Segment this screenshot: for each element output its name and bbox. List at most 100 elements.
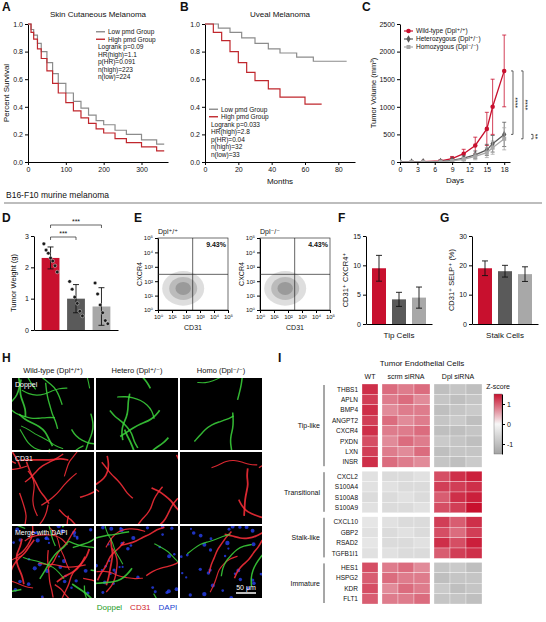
survival-curve xyxy=(28,24,164,151)
plot-title: Dpl⁻/⁻ xyxy=(260,228,280,236)
significance-label: **** xyxy=(514,97,521,108)
tick-label: 300 xyxy=(136,166,148,173)
error-bar xyxy=(491,141,495,154)
tick-label: 18 xyxy=(501,166,509,173)
heatmap-cell xyxy=(466,446,482,456)
tick: 30 xyxy=(459,233,472,240)
heatmap-cell xyxy=(450,492,466,502)
heatmap-cell xyxy=(382,502,398,512)
scale-bar-label: 50 μm xyxy=(236,584,256,592)
tick-label: 2 xyxy=(25,264,29,271)
heatmap-cell xyxy=(382,548,398,558)
vessel-signal xyxy=(133,378,150,388)
data-point xyxy=(400,158,402,162)
tick-label: 60 xyxy=(302,166,310,173)
error-bar xyxy=(462,158,466,161)
tick-label: 6 xyxy=(433,166,437,173)
vessel-signal xyxy=(64,452,87,476)
vessel-signal xyxy=(20,429,58,450)
heatmap-cell xyxy=(362,573,378,583)
tick: 10⁵ xyxy=(246,235,260,241)
heatmap-cell xyxy=(434,517,450,527)
tick-label: 10² xyxy=(144,279,153,285)
tick-mark xyxy=(25,79,28,80)
heatmap-cell xyxy=(414,492,430,502)
data-point xyxy=(462,154,466,161)
vessel-signal xyxy=(210,556,237,592)
error-bar xyxy=(396,292,402,306)
heatmap-cell xyxy=(382,517,398,527)
legend-label: CD31 xyxy=(130,603,151,612)
tick-mark xyxy=(288,310,289,313)
heatmap-cell xyxy=(466,502,482,512)
group-label: Immature xyxy=(290,580,320,587)
nucleus-signal xyxy=(167,554,171,558)
heatmap-cell xyxy=(382,394,398,404)
data-point xyxy=(410,160,414,162)
vessel-signal xyxy=(244,468,248,515)
tick-label: 0.8 xyxy=(13,48,23,55)
event-density xyxy=(176,282,191,295)
tick-label: 10¹ xyxy=(270,314,279,320)
tick: 500 xyxy=(383,131,400,138)
tick-label: 40 xyxy=(268,166,276,173)
heatmap-cell xyxy=(398,573,414,583)
tick: 0.6 xyxy=(190,76,205,83)
row-label: CXCL2 xyxy=(337,473,358,480)
heatmap-cell xyxy=(450,594,466,604)
heatmap-cell xyxy=(362,538,378,548)
group-label: Tip-like xyxy=(298,422,320,430)
heatmap-cell xyxy=(362,502,378,512)
heatmap-cell xyxy=(398,492,414,502)
tick-label: 10⁰ xyxy=(154,314,164,320)
heatmap-cell xyxy=(466,457,482,467)
tick: 40 xyxy=(268,162,276,173)
tick: 0 xyxy=(357,321,366,328)
panel: 10⁰10¹10²10³10⁴10⁵10⁰10¹10²10³10⁴10⁵9.43… xyxy=(136,228,336,331)
legend-swatch xyxy=(209,109,218,110)
chart-title: Tumor Endothelial Cells xyxy=(380,359,465,368)
heatmap-cell xyxy=(434,502,450,512)
row-label: KDR xyxy=(344,585,358,592)
tick-mark xyxy=(155,252,158,253)
tick-mark xyxy=(25,162,28,163)
tick: 0.2 xyxy=(13,131,28,138)
heatmap-cell xyxy=(398,527,414,537)
row-label: INSR xyxy=(342,458,358,465)
group-bracket xyxy=(324,518,325,558)
tick-label: 0.4 xyxy=(13,104,23,111)
micrograph-ground xyxy=(180,378,262,450)
tick-mark xyxy=(155,296,158,297)
heatmap-cell xyxy=(450,502,466,512)
tick-label: 9 xyxy=(451,166,455,173)
tick-label: 10² xyxy=(182,314,191,320)
plot-marks xyxy=(362,384,482,604)
significance-label: **** xyxy=(524,99,531,110)
tick-mark xyxy=(502,444,505,445)
event-density xyxy=(264,271,306,306)
vessel-signal xyxy=(187,534,230,553)
heatmap-cell xyxy=(450,436,466,446)
tick-mark xyxy=(257,238,260,239)
nucleus-signal xyxy=(75,579,78,582)
nucleus-signal xyxy=(189,593,192,596)
heatmap-cell xyxy=(450,527,466,537)
error-bar xyxy=(502,35,506,107)
data-point xyxy=(490,105,495,110)
vessel-signal xyxy=(43,598,71,599)
tick-label: 10² xyxy=(246,279,255,285)
gate-line xyxy=(158,274,228,275)
nucleus-signal xyxy=(161,533,164,536)
axis: 10⁰10¹10²10³10⁴10⁵ xyxy=(256,310,336,320)
tick: 10 xyxy=(459,291,472,298)
vessel-signal xyxy=(23,452,50,453)
nucleus-signal xyxy=(76,537,79,540)
nucleus-signal xyxy=(260,573,262,576)
tick-label: 15 xyxy=(353,233,361,240)
tick-mark xyxy=(363,324,366,325)
nucleus-signal xyxy=(209,548,212,551)
growth-line xyxy=(400,139,504,162)
tick-mark xyxy=(452,162,453,165)
tick-label: 0.6 xyxy=(190,76,200,83)
axis-title: Percent Survival xyxy=(2,64,11,122)
